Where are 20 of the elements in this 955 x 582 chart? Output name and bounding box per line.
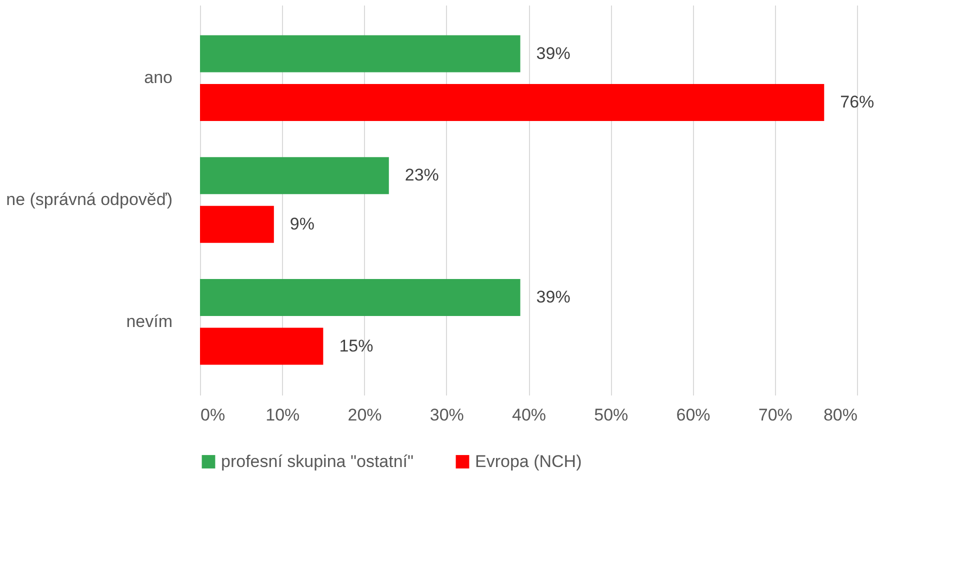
legend-label: profesní skupina "ostatní" (221, 452, 414, 471)
x-tick-label: 70% (758, 406, 792, 424)
data-label: 39% (536, 288, 570, 306)
x-tick-label: 80% (823, 406, 858, 424)
x-tick-label: 30% (430, 406, 464, 424)
x-tick-label: 0% (200, 406, 226, 424)
x-tick-label: 10% (266, 406, 300, 424)
x-tick-label: 50% (594, 406, 628, 424)
legend-label: Evropa (NCH) (475, 452, 582, 471)
x-tick-label: 20% (348, 406, 382, 424)
x-tick-label: 60% (676, 406, 710, 424)
y-tick-label: ano (144, 68, 172, 88)
data-label: 23% (404, 166, 439, 185)
data-label: 9% (290, 214, 314, 234)
data-label: 39% (536, 44, 570, 63)
data-label: 15% (339, 336, 374, 356)
y-tick-label: ne (správná odpověď) (6, 190, 172, 209)
data-label: 76% (840, 92, 874, 112)
y-tick-label: nevím (126, 312, 172, 331)
x-tick-label: 40% (512, 406, 546, 424)
